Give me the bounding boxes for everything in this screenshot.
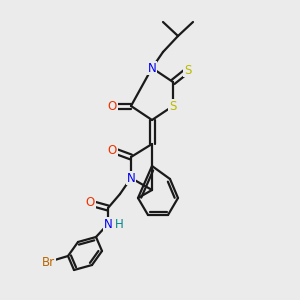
Text: S: S <box>169 100 177 112</box>
Text: O: O <box>85 196 94 209</box>
Text: O: O <box>107 143 117 157</box>
Text: N: N <box>127 172 135 184</box>
Text: Br: Br <box>41 256 55 268</box>
Text: S: S <box>184 64 192 76</box>
Text: O: O <box>107 100 117 112</box>
Text: N: N <box>103 218 112 230</box>
Text: H: H <box>115 218 123 230</box>
Text: N: N <box>148 61 156 74</box>
